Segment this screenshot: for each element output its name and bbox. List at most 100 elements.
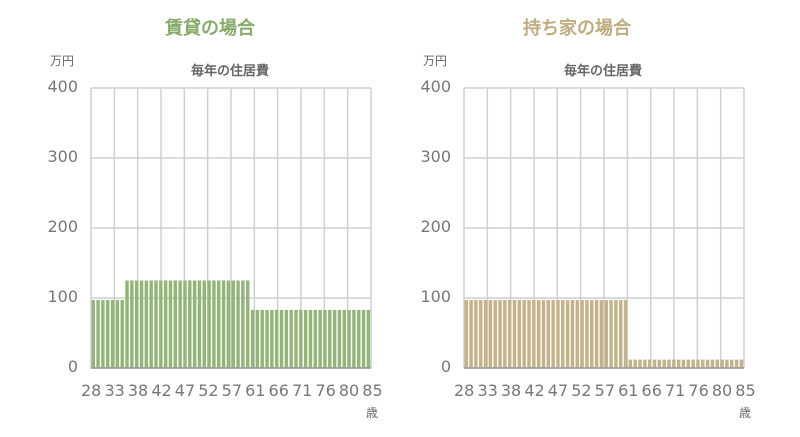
bar [284, 309, 289, 368]
bar [149, 280, 153, 368]
bar [498, 300, 502, 368]
bar [638, 359, 642, 368]
bar [594, 300, 599, 368]
bar [614, 300, 618, 368]
bar [585, 300, 589, 368]
y-tick-label: 0 [67, 357, 78, 376]
bar [633, 359, 637, 368]
x-tick-label: 76 [688, 381, 709, 400]
bar [328, 309, 332, 368]
bar [299, 309, 303, 368]
bar [105, 300, 110, 368]
bar [260, 309, 264, 368]
x-tick-label: 71 [664, 381, 686, 400]
bar [183, 280, 187, 368]
bar [715, 359, 720, 368]
bar [464, 300, 468, 368]
bar [188, 280, 192, 368]
bar [541, 300, 546, 368]
bar [226, 280, 231, 368]
bar [647, 359, 652, 368]
y-tick-label: 200 [47, 217, 78, 236]
bar [173, 280, 178, 368]
bar [672, 359, 676, 368]
x-tick-label: 28 [454, 381, 475, 400]
chart-subtitle: 毎年の住居費 [190, 64, 269, 79]
bar [303, 309, 308, 368]
bar [546, 300, 551, 368]
plot-area [90, 87, 372, 369]
bar [691, 359, 695, 368]
bar [255, 309, 260, 368]
bar [144, 280, 149, 368]
bar [332, 309, 337, 368]
bar [565, 300, 570, 368]
y-unit-label: 万円 [423, 54, 448, 68]
x-tick-label: 80 [711, 381, 733, 400]
bar [134, 280, 139, 368]
bar [352, 309, 356, 368]
bar [178, 280, 182, 368]
bar [701, 359, 705, 368]
bar [192, 280, 197, 368]
x-tick-label: 61 [245, 381, 266, 400]
y-tick-label: 400 [47, 77, 78, 96]
bar [696, 359, 700, 368]
bar [536, 300, 541, 368]
bar [609, 300, 613, 368]
bar [139, 280, 144, 368]
y-tick-label: 200 [420, 217, 451, 236]
bar [580, 300, 584, 368]
bar [725, 359, 729, 368]
bar [207, 280, 211, 368]
bar [705, 359, 710, 368]
x-tick-label: 38 [500, 381, 522, 400]
x-tick-label: 47 [547, 381, 569, 400]
bar [739, 359, 744, 368]
bar [154, 280, 158, 368]
bar [212, 280, 216, 368]
x-tick-label: 47 [174, 381, 196, 400]
y-tick-label: 300 [420, 147, 451, 166]
x-tick-label: 33 [104, 381, 125, 400]
bar [120, 300, 124, 368]
y-tick-label: 400 [420, 77, 451, 96]
bar [652, 359, 657, 368]
bar [337, 309, 342, 368]
x-tick-label: 85 [362, 381, 383, 400]
bar [250, 309, 255, 368]
bar [221, 280, 226, 368]
bar [130, 280, 134, 368]
x-tick-label: 61 [618, 381, 639, 400]
bar [469, 300, 473, 368]
x-unit-label: 歳 [366, 406, 379, 420]
bar [96, 300, 100, 368]
x-tick-label: 71 [291, 381, 313, 400]
bar [522, 300, 526, 368]
bar [590, 300, 594, 368]
x-tick-label: 66 [268, 381, 289, 400]
bar [730, 359, 734, 368]
x-tick-label: 33 [477, 381, 498, 400]
bar [570, 300, 575, 368]
chart-subtitle: 毎年の住居費 [563, 64, 642, 79]
x-tick-label: 76 [315, 381, 336, 400]
bar [662, 359, 666, 368]
bar [474, 300, 478, 368]
bar [366, 309, 371, 368]
bar [532, 300, 536, 368]
bar [556, 300, 560, 368]
bar [493, 300, 497, 368]
bar [507, 300, 512, 368]
bar [294, 309, 298, 368]
y-tick-label: 100 [420, 287, 451, 306]
x-tick-label: 28 [81, 381, 102, 400]
bar [361, 309, 366, 368]
bar [265, 309, 269, 368]
bar [197, 280, 202, 368]
x-tick-label: 52 [571, 381, 592, 400]
bar [115, 300, 120, 368]
bar [245, 280, 250, 368]
bar [125, 280, 129, 368]
chart-title: 持ち家の場合 [523, 18, 631, 39]
